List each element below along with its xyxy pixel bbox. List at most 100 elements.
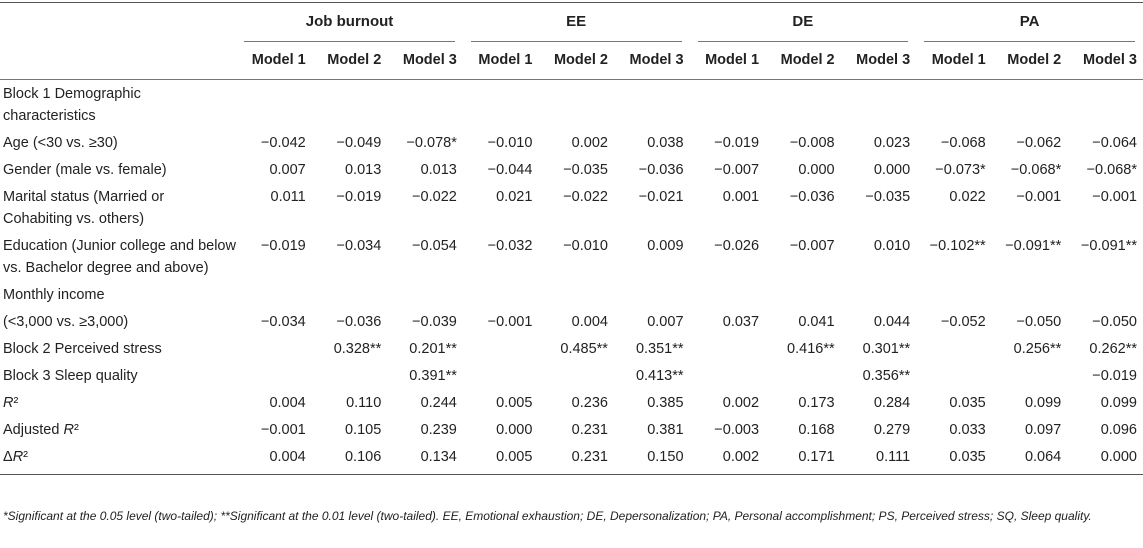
table-row: Block 1 Demographic characteristics	[0, 79, 1143, 130]
cell-value: 0.013	[344, 162, 382, 178]
row-label: Block 3 Sleep quality	[3, 368, 138, 384]
cell-value	[916, 80, 992, 130]
cell-value: 0.023	[873, 135, 911, 151]
cell-value	[690, 80, 766, 130]
cell-value: 0.385	[647, 395, 684, 411]
cell-value: −0.068*	[1086, 162, 1137, 178]
cell-value	[463, 335, 539, 362]
cell-value	[690, 335, 766, 362]
cell-value	[1067, 281, 1143, 308]
row-label: Marital status (Married or Cohabiting vs…	[3, 189, 165, 227]
cell-value: 0.000	[873, 162, 911, 178]
cell-value: −0.036	[789, 189, 835, 205]
cell-value: 0.328**	[333, 341, 382, 357]
cell-value: 0.485**	[560, 341, 608, 357]
cell-value: −0.026	[714, 238, 760, 254]
group-header-job-burnout: Job burnout	[236, 3, 463, 42]
cell-value: 0.000	[798, 162, 835, 178]
row-label: Education (Junior college and below vs. …	[3, 238, 236, 276]
cell-value: 0.391**	[409, 368, 457, 384]
cell-value	[236, 335, 312, 362]
table-row: Block 3 Sleep quality 0.391** 0.413** 0.356…	[0, 362, 1143, 389]
corner-cell	[0, 42, 236, 80]
cell-value: 0.168	[798, 422, 835, 438]
cell-value: −0.054	[412, 238, 457, 254]
cell-value: 0.171	[798, 449, 835, 465]
cell-value: −0.010	[563, 238, 608, 254]
cell-value: 0.150	[647, 449, 684, 465]
cell-value	[841, 281, 917, 308]
cell-value: −0.091**	[1080, 238, 1137, 254]
cell-value	[992, 362, 1068, 389]
table-row: Age (<30 vs. ≥30) −0.042 −0.049 −0.078* −0.0…	[0, 129, 1143, 156]
cell-value	[614, 80, 690, 130]
cell-value: −0.039	[412, 314, 457, 330]
cell-value	[765, 281, 841, 308]
cell-value: 0.035	[949, 449, 986, 465]
cell-value	[312, 362, 388, 389]
cell-value: 0.134	[420, 449, 457, 465]
model-header: Model 1	[478, 52, 533, 68]
cell-value: 0.041	[798, 314, 835, 330]
table-row: (<3,000 vs. ≥3,000) −0.034 −0.036 −0.039 −0.…	[0, 308, 1143, 335]
cell-value: 0.110	[346, 395, 382, 411]
cell-value: −0.007	[789, 238, 835, 254]
cell-value: −0.052	[940, 314, 986, 330]
cell-value: 0.044	[873, 314, 911, 330]
cell-value: −0.003	[714, 422, 760, 438]
table-row: Adjusted R² −0.001 0.105 0.239 0.000 0.231 0.3…	[0, 416, 1143, 443]
cell-value: 0.000	[496, 422, 533, 438]
cell-value: 0.413**	[635, 368, 684, 384]
cell-value: −0.050	[1092, 314, 1137, 330]
cell-value: 0.381	[647, 422, 684, 438]
table-row: ΔR² 0.004 0.106 0.134 0.005 0.231 0.150 0.002 0.…	[0, 443, 1143, 475]
cell-value: 0.064	[1024, 449, 1062, 465]
row-label: Monthly income	[3, 287, 105, 303]
cell-value: 0.201**	[409, 341, 457, 357]
row-label: Gender (male vs. female)	[3, 162, 167, 178]
table-row: Gender (male vs. female) 0.007 0.013 0.013 −…	[0, 156, 1143, 183]
cell-value: 0.038	[647, 135, 684, 151]
cell-value	[236, 281, 312, 308]
cell-value: 0.007	[269, 162, 306, 178]
model-header: Model 2	[780, 52, 835, 68]
cell-value: −0.091**	[1005, 238, 1062, 254]
cell-value: 0.001	[722, 189, 760, 205]
cell-value	[690, 281, 766, 308]
cell-value: −0.062	[1016, 135, 1062, 151]
model-header: Model 3	[856, 52, 911, 68]
cell-value	[538, 362, 614, 389]
cell-value	[992, 281, 1068, 308]
cell-value: −0.035	[563, 162, 608, 178]
regression-table: Job burnout EE DE PA Model 1 Model 2 Mod…	[0, 2, 1143, 475]
table-row: Monthly income	[0, 281, 1143, 308]
cell-value: −0.032	[487, 238, 533, 254]
cell-value: 0.279	[873, 422, 911, 438]
group-header-pa: PA	[916, 3, 1143, 42]
cell-value	[916, 281, 992, 308]
cell-value: −0.064	[1092, 135, 1137, 151]
cell-value: −0.068	[940, 135, 986, 151]
cell-value: 0.416**	[787, 341, 835, 357]
cell-value: 0.262**	[1089, 341, 1137, 357]
cell-value: −0.022	[563, 189, 608, 205]
cell-value: 0.022	[949, 189, 986, 205]
cell-value: 0.005	[496, 395, 533, 411]
model-header: Model 3	[629, 52, 684, 68]
cell-value	[236, 80, 312, 130]
cell-value: 0.256**	[1013, 341, 1062, 357]
row-label: ΔR²	[3, 449, 29, 465]
model-header: Model 2	[327, 52, 382, 68]
cell-value: −0.019	[714, 135, 760, 151]
cell-value: 0.011	[270, 189, 306, 205]
cell-value	[765, 80, 841, 130]
cell-value: −0.010	[487, 135, 533, 151]
row-label: Age (<30 vs. ≥30)	[3, 135, 118, 151]
cell-value: 0.009	[647, 238, 684, 254]
cell-value: 0.173	[798, 395, 835, 411]
cell-value: −0.078*	[406, 135, 457, 151]
cell-value	[916, 335, 992, 362]
cell-value: 0.004	[571, 314, 608, 330]
table-row: Marital status (Married or Cohabiting vs…	[0, 183, 1143, 232]
cell-value: 0.004	[269, 449, 306, 465]
